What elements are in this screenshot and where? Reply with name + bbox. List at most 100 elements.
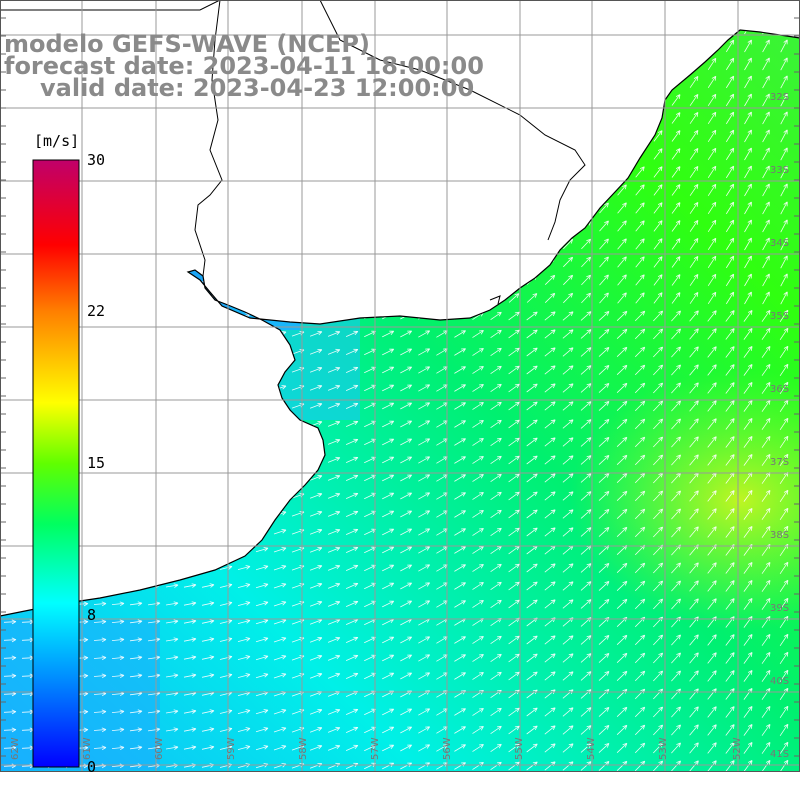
wind-arrow [779,579,789,593]
wind-arrow [653,526,664,538]
wind-arrow [273,583,287,589]
wind-arrow [508,725,520,735]
wind-arrow [762,183,770,197]
wind-arrow [762,291,770,305]
wind-arrow [744,201,752,215]
wind-arrow [400,744,413,752]
wind-arrow [780,75,788,89]
wind-arrow [707,219,717,233]
wind-arrow [635,292,645,304]
wind-arrow [255,637,269,643]
wind-arrow [544,491,556,501]
wind-arrow [653,364,664,376]
wind-arrow [129,727,143,733]
wind-arrow [544,311,556,321]
wind-arrow [761,435,771,448]
wind-arrow [616,688,628,699]
wind-arrow [616,490,628,501]
wind-arrow [562,707,574,717]
wind-arrow [454,330,466,338]
wind-arrow [562,653,574,663]
wind-arrow [129,619,143,625]
wind-arrow [689,652,699,664]
wind-arrow [201,637,215,642]
wind-arrow [689,93,699,106]
wind-arrow [616,508,628,519]
wind-arrow [779,363,789,377]
wind-arrow [581,238,591,250]
wind-arrow [309,655,323,661]
wind-arrow [490,473,502,483]
wind-arrow [93,655,107,661]
wind-arrow [490,707,502,717]
wind-arrow [345,564,359,571]
wind-arrow [780,39,788,53]
wind-arrow [580,365,592,375]
wind-arrow [761,579,771,592]
wind-arrow [671,346,681,358]
wind-arrow [544,274,556,285]
wind-arrow [454,348,466,356]
wind-arrow [725,111,735,125]
wind-arrow [707,57,717,71]
wind-arrow [725,237,735,251]
longitude-label: 58W [298,737,309,760]
wind-arrow [472,492,484,500]
wind-arrow [183,619,197,624]
wind-arrow [309,493,323,499]
wind-arrow [634,382,646,394]
wind-arrow [418,528,431,536]
wind-arrow [707,364,717,376]
wind-arrow [129,655,143,661]
wind-arrow [671,256,681,268]
wind-arrow [725,346,735,358]
wind-arrow [93,619,107,625]
wind-arrow [345,708,359,715]
wind-arrow [743,652,753,664]
latitude-label: 38S [770,530,789,541]
wind-arrow [562,491,574,501]
wind-arrow [762,75,770,89]
wind-arrow [382,528,395,536]
wind-arrow [671,274,681,286]
wind-arrow [581,274,591,286]
sea-south-blue [0,620,160,770]
wind-arrow [598,599,610,609]
wind-arrow [454,762,466,770]
wind-arrow [183,637,197,642]
wind-arrow [165,637,179,642]
wind-arrow [616,562,628,573]
wind-arrow [580,725,592,735]
wind-arrow [689,183,699,196]
wind-arrow [617,238,627,250]
wind-arrow [183,727,197,732]
wind-arrow [490,599,502,609]
wind-arrow [581,292,591,304]
wind-arrow [201,619,215,624]
wind-arrow [544,329,556,339]
wind-arrow [761,453,771,466]
wind-arrow [400,402,413,410]
wind-arrow [418,744,431,752]
wind-arrow [616,724,628,735]
wind-arrow [779,525,789,539]
wind-arrow [779,489,789,503]
wind-arrow [743,742,753,754]
colorbar-unit: [m/s] [34,132,80,150]
wind-arrow [454,456,466,464]
wind-arrow [580,401,592,411]
wind-arrow [309,511,323,517]
wind-arrow [762,129,770,143]
wind-arrow [780,129,788,143]
wind-arrow [526,311,538,321]
wind-arrow [382,546,395,554]
wind-arrow [743,382,753,394]
wind-arrow [761,381,771,394]
wind-arrow [671,508,681,520]
wind-arrow [490,365,502,375]
wind-arrow [237,637,251,642]
wind-arrow [616,670,628,681]
wind-arrow [671,400,681,412]
wind-arrow [562,581,574,591]
wind-arrow [598,419,610,429]
